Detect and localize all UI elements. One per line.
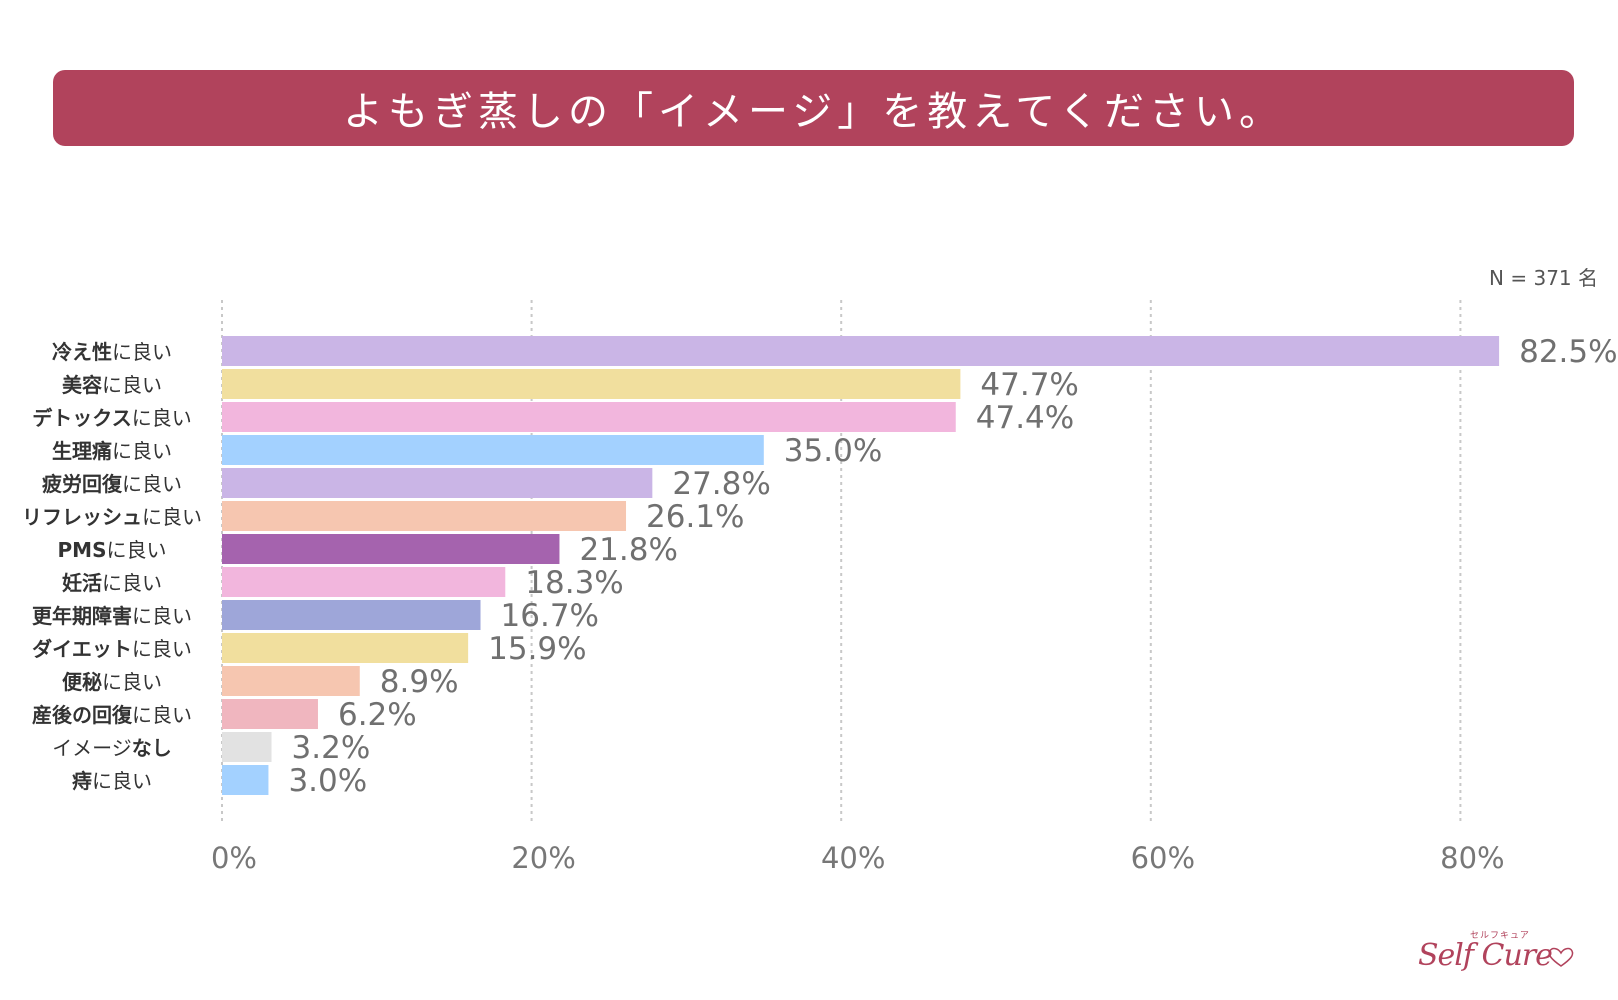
category-label: 産後の回復に良い [32, 703, 192, 727]
category-label: イメージなし [52, 736, 172, 760]
title-banner: よもぎ蒸しの「イメージ」を教えてください。 [53, 70, 1574, 146]
value-label: 8.9% [380, 664, 459, 700]
value-label: 27.8% [672, 466, 770, 502]
category-label: 冷え性に良い [52, 340, 172, 364]
category-label: 痔に良い [72, 769, 152, 793]
value-label: 18.3% [525, 565, 623, 601]
value-label: 16.7% [501, 598, 599, 634]
bar [222, 600, 481, 630]
self-cure-logo: セルフキュア Self Cure [1418, 928, 1578, 990]
sample-size-label: N = 371 名 [1489, 266, 1598, 290]
category-label: 更年期障害に良い [32, 604, 192, 628]
logo-main-text: Self Cure [1418, 938, 1553, 973]
value-label: 26.1% [646, 499, 744, 535]
chart-title: よもぎ蒸しの「イメージ」を教えてください。 [343, 89, 1284, 135]
value-label: 6.2% [338, 697, 417, 733]
heart-icon [1548, 947, 1574, 967]
value-label: 82.5% [1519, 334, 1617, 370]
bar [222, 765, 269, 795]
category-label: 生理痛に良い [52, 439, 172, 463]
value-label: 3.0% [288, 763, 367, 799]
x-tick-label: 20% [511, 841, 575, 875]
bar [222, 402, 956, 432]
x-tick-label: 0% [211, 841, 257, 875]
value-label: 47.7% [980, 367, 1078, 403]
bar [222, 369, 961, 399]
bar [222, 534, 560, 564]
x-tick-label: 60% [1131, 841, 1195, 875]
category-label: 美容に良い [62, 373, 162, 397]
category-label: デトックスに良い [32, 406, 191, 430]
logo-small-text: セルフキュア [1470, 931, 1530, 941]
bar [222, 567, 506, 597]
category-label: 疲労回復に良い [42, 472, 182, 496]
category-label: ダイエットに良い [32, 637, 192, 661]
value-label: 15.9% [488, 631, 586, 667]
category-label: 便秘に良い [62, 670, 162, 694]
value-label: 35.0% [784, 433, 882, 469]
x-tick-label: 40% [821, 841, 885, 875]
bar [222, 468, 653, 498]
bar [222, 435, 764, 465]
value-label: 3.2% [292, 730, 371, 766]
bar [222, 699, 318, 729]
bar [222, 633, 469, 663]
x-tick-label: 80% [1440, 841, 1504, 875]
bar [222, 501, 627, 531]
category-label: PMSに良い [58, 538, 167, 562]
value-label: 21.8% [579, 532, 677, 568]
category-label: 妊活に良い [62, 571, 162, 595]
bar [222, 732, 272, 762]
value-label: 47.4% [976, 400, 1074, 436]
bar [222, 666, 360, 696]
category-label: リフレッシュに良い [22, 505, 202, 529]
bar [222, 336, 1500, 366]
